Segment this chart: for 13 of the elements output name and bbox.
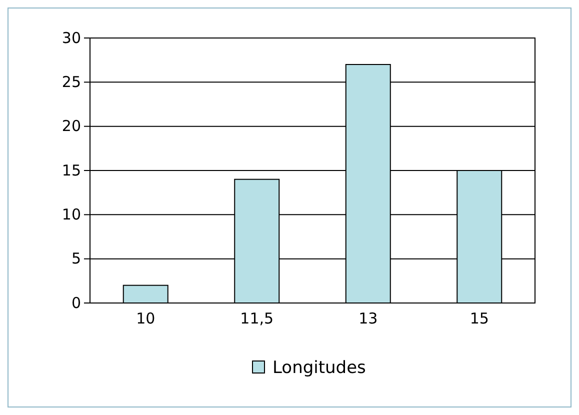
y-tick-label: 30 bbox=[62, 28, 81, 47]
x-tick-label: 10 bbox=[136, 310, 156, 328]
y-tick-label: 15 bbox=[62, 161, 81, 180]
y-tick-label: 25 bbox=[62, 72, 81, 91]
y-tick-label: 5 bbox=[71, 250, 81, 268]
y-tick-label: 10 bbox=[62, 205, 81, 224]
x-tick-label: 13 bbox=[358, 310, 378, 328]
legend-label: Longitudes bbox=[272, 358, 366, 378]
y-tick-label: 20 bbox=[62, 117, 81, 136]
x-tick-label: 11,5 bbox=[240, 310, 274, 328]
bar bbox=[122, 284, 168, 304]
y-tick-label: 0 bbox=[71, 294, 81, 312]
x-tick-label: 15 bbox=[470, 310, 489, 328]
